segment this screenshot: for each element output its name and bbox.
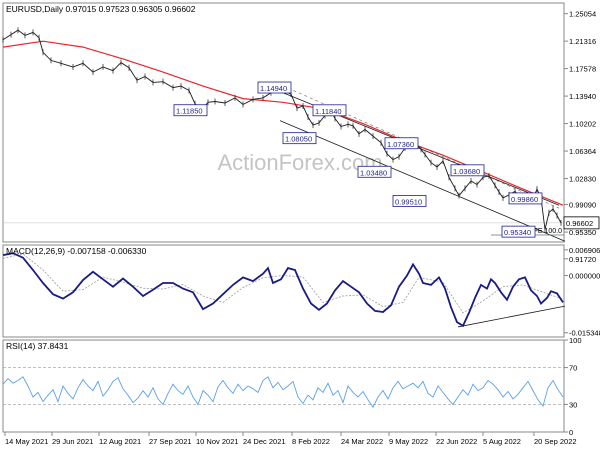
fibo-label: FE 100.0 [534, 228, 563, 235]
x-tick-label: 29 Jun 2021 [52, 437, 93, 446]
channel-line-1 [279, 120, 566, 242]
price-label-box [282, 132, 317, 145]
rsi-tick-label: 70 [569, 364, 577, 373]
price-label: 1.14940 [260, 84, 287, 93]
price-label: 1.03480 [360, 168, 387, 177]
price-layer: 1.25054 1.21316 1.17578 1.13940 1.10202 1.063… [2, 10, 600, 264]
price-tick-label: 0.91720 [569, 255, 596, 264]
price-tick-label: 0.95350 [569, 228, 596, 237]
price-tick-label: 1.13940 [569, 92, 596, 101]
price-label-box [450, 164, 485, 177]
price-tick-label: 1.17578 [569, 65, 596, 74]
price-label: 1.08050 [285, 135, 312, 144]
price-tick-label: 1.10202 [569, 120, 596, 129]
price-label-box [392, 195, 427, 207]
price-panel-title: EURUSD,Daily 0.97015 0.97523 0.96305 0.9… [6, 4, 196, 14]
macd-panel-title: MACD(12,26,9) -0.007158 -0.006330 [6, 246, 147, 256]
x-tick-label: 24 Dec 2021 [243, 437, 286, 446]
price-tick-label: 1.21316 [569, 37, 596, 46]
rsi-panel-frame [2, 339, 565, 433]
price-label-box [508, 192, 543, 205]
current-price-label: 0.96602 [566, 219, 593, 228]
price-tick-label: 1.25054 [569, 10, 596, 19]
x-tick-label: 14 May 2021 [5, 437, 48, 446]
x-tick-label: 20 Sep 2022 [534, 437, 577, 446]
price-label-box [312, 104, 347, 117]
rsi-layer: 100 70 30 0 [2, 336, 582, 437]
price-tick-label: 0.99090 [569, 201, 596, 210]
macd-panel-frame [2, 244, 565, 338]
macd-layer: 0.006906 0.000000 -0.015348 [2, 246, 600, 338]
x-tick-label: 27 Sep 2021 [149, 437, 192, 446]
x-tick-label: 8 Feb 2022 [292, 437, 330, 446]
macd-line [2, 252, 564, 328]
x-tick-label: 9 May 2022 [389, 437, 428, 446]
price-label-box [357, 165, 392, 178]
current-price-box [563, 216, 600, 230]
x-tick-label: 22 Jun 2022 [436, 437, 477, 446]
price-label-box [384, 137, 419, 150]
price-tick-label: 1.06364 [569, 147, 596, 156]
x-tick-label: 24 Mar 2022 [341, 437, 383, 446]
rsi-panel-title: RSI(14) 37.8431 [6, 341, 69, 351]
price-label: 1.03680 [453, 167, 480, 176]
price-label-box [173, 104, 208, 117]
price-label: 1.11850 [176, 107, 203, 116]
price-label-box [501, 225, 536, 238]
x-axis: 14 May 2021 29 Jun 2021 12 Aug 2021 27 Sep … [4, 432, 577, 446]
price-label-box [257, 81, 292, 94]
rsi-tick-label: 0 [569, 428, 573, 437]
watermark: ActionForex.com [217, 150, 382, 175]
price-tick-label: 1.02830 [569, 175, 596, 184]
price-label: 0.99510 [395, 197, 422, 206]
price-label: 1.07360 [387, 140, 414, 149]
price-label: 0.99860 [511, 195, 538, 204]
rsi-tick-label: 100 [569, 336, 582, 345]
price-label: 1.11840 [315, 107, 342, 116]
rsi-line [2, 376, 564, 409]
price-label: 0.95340 [504, 228, 531, 237]
macd-tick-label: 0.006906 [569, 246, 600, 255]
x-tick-label: 10 Nov 2021 [196, 437, 239, 446]
rsi-tick-label: 30 [569, 400, 577, 409]
x-tick-label: 5 Aug 2022 [483, 437, 521, 446]
macd-tick-label: 0.000000 [569, 272, 600, 281]
macd-support-line [457, 305, 566, 328]
x-tick-label: 12 Aug 2021 [99, 437, 141, 446]
macd-tick-label: -0.015348 [569, 329, 600, 338]
